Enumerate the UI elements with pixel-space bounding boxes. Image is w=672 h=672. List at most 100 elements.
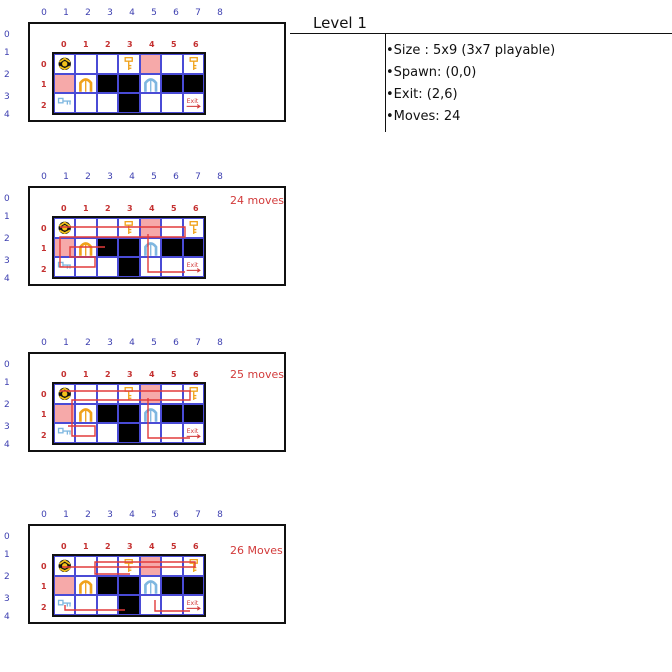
inner-row-label: 1 (41, 80, 47, 89)
grid-cell-wall (96, 403, 119, 424)
outer-row-label: 1 (4, 550, 10, 560)
level-grid: Exit (52, 216, 206, 279)
grid-cell-wall (96, 237, 119, 258)
outer-col-label: 4 (129, 338, 135, 348)
outer-col-label: 7 (195, 8, 201, 18)
outer-row-label: 2 (4, 572, 10, 582)
grid-cell-empty (139, 423, 162, 443)
outer-column-numbers: 0 1 2 3 4 5 6 7 8 (0, 338, 290, 352)
grid-cell-door-orange (75, 237, 97, 258)
inner-col-label: 2 (105, 40, 111, 49)
outer-column-numbers: 0 1 2 3 4 5 6 7 8 (0, 172, 290, 186)
inner-row-label: 2 (41, 265, 47, 274)
inner-col-label: 6 (193, 40, 199, 49)
outer-col-label: 4 (129, 172, 135, 182)
grid-cell-empty (96, 257, 119, 277)
outer-row-label: 3 (4, 256, 10, 266)
outer-row-label: 0 (4, 30, 10, 40)
outer-col-label: 2 (85, 8, 91, 18)
inner-col-label: 5 (171, 40, 177, 49)
grid-cell-key-orange (118, 218, 140, 238)
inner-col-label: 1 (83, 40, 89, 49)
board-frame (28, 22, 286, 122)
grid-cell-empty (75, 595, 97, 615)
inner-col-label: 0 (61, 370, 67, 379)
grid-cell-pink (139, 384, 162, 404)
outer-col-label: 5 (151, 172, 157, 182)
grid-cell-empty (96, 93, 119, 113)
inner-col-label: 4 (149, 40, 155, 49)
grid-cell-door-blue (139, 237, 162, 258)
outer-col-label: 0 (41, 172, 47, 182)
outer-col-label: 3 (107, 510, 113, 520)
grid-cell-empty (75, 54, 97, 74)
grid-cell-empty (139, 93, 162, 113)
grid-cell-key-orange (182, 218, 204, 238)
svg-text:Exit: Exit (186, 98, 198, 105)
inner-row-label: 2 (41, 101, 47, 110)
info-spawn: •Spawn: (0,0) (386, 65, 477, 80)
outer-row-label: 2 (4, 400, 10, 410)
grid-cell-pink (54, 575, 76, 596)
outer-col-label: 3 (107, 338, 113, 348)
outer-row-label: 4 (4, 110, 10, 120)
inner-row-label: 0 (41, 562, 47, 571)
grid-cell-exit: Exit (182, 257, 204, 277)
grid-cell-pink (139, 556, 162, 576)
moves-label: 25 moves (230, 368, 284, 381)
inner-row-label: 1 (41, 244, 47, 253)
grid-cell-empty (96, 423, 119, 443)
info-exit: •Exit: (2,6) (386, 87, 458, 102)
grid-cell-empty (161, 93, 183, 113)
grid-cell-wall (161, 73, 183, 94)
info-divider (385, 33, 386, 132)
outer-col-label: 1 (63, 338, 69, 348)
grid-cell-door-blue (139, 575, 162, 596)
grid-cell-wall (96, 575, 119, 596)
grid-cell-spawn (54, 54, 76, 74)
outer-col-label: 4 (129, 510, 135, 520)
outer-col-label: 6 (173, 338, 179, 348)
grid-cell-key-orange (118, 54, 140, 74)
inner-col-label: 3 (127, 542, 133, 551)
inner-col-label: 5 (171, 370, 177, 379)
outer-col-label: 2 (85, 338, 91, 348)
outer-col-label: 6 (173, 510, 179, 520)
info-moves: •Moves: 24 (386, 109, 461, 124)
outer-col-label: 5 (151, 510, 157, 520)
grid-cell-spawn (54, 556, 76, 576)
grid-cell-key-orange (182, 556, 204, 576)
inner-col-label: 6 (193, 204, 199, 213)
inner-row-label: 1 (41, 410, 47, 419)
outer-row-label: 2 (4, 234, 10, 244)
outer-col-label: 0 (41, 338, 47, 348)
inner-col-label: 1 (83, 204, 89, 213)
grid-cell-key-blue (54, 595, 76, 615)
outer-row-label: 3 (4, 594, 10, 604)
grid-cell-wall (161, 575, 183, 596)
grid-cell-empty (161, 218, 183, 238)
outer-col-label: 8 (217, 338, 223, 348)
grid-cell-wall (118, 595, 140, 615)
grid-cell-wall (118, 257, 140, 277)
outer-col-label: 3 (107, 172, 113, 182)
outer-col-label: 6 (173, 8, 179, 18)
level-title: Level 1 (313, 14, 367, 32)
outer-row-label: 0 (4, 194, 10, 204)
grid-cell-wall (118, 237, 140, 258)
outer-row-label: 4 (4, 440, 10, 450)
outer-row-label: 1 (4, 212, 10, 222)
grid-cell-empty (75, 93, 97, 113)
inner-col-label: 3 (127, 40, 133, 49)
outer-col-label: 2 (85, 510, 91, 520)
grid-cell-exit: Exit (182, 423, 204, 443)
board-solution-24: 0 1 2 3 4 5 6 7 8 0 1 2 3 4 0 1 2 3 4 5 6 0 1 2 Exit 24 moves (0, 172, 290, 292)
outer-col-label: 3 (107, 8, 113, 18)
grid-cell-empty (75, 423, 97, 443)
outer-col-label: 7 (195, 510, 201, 520)
grid-cell-wall (182, 403, 204, 424)
inner-row-label: 1 (41, 582, 47, 591)
grid-cell-wall (118, 73, 140, 94)
grid-cell-wall (118, 575, 140, 596)
inner-row-label: 0 (41, 60, 47, 69)
